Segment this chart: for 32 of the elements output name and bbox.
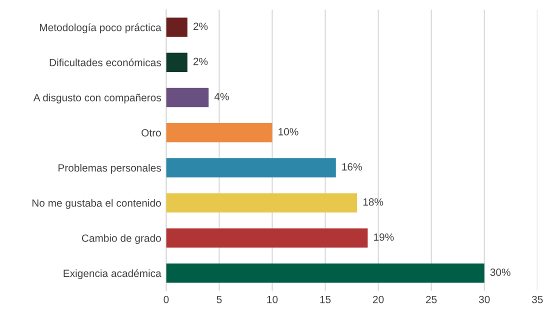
data-label: 10% [278,128,298,136]
bar [166,158,336,178]
y-tick-label: Cambio de grado [82,234,161,244]
bar [166,263,484,283]
data-label: 4% [214,92,229,100]
x-tick-label: 0 [164,296,169,304]
bar [166,52,188,72]
data-label: 2% [193,58,208,66]
bar [166,193,358,213]
y-tick-label: Otro [142,129,161,137]
data-label: 2% [193,22,208,30]
data-label: 19% [374,233,394,241]
bar [166,122,272,142]
y-tick-label: Dificultades económicas [50,58,161,66]
x-tick-label: 35 [532,296,543,304]
y-tick-label: Exigencia académica [64,269,162,280]
bar [166,18,188,37]
data-label: 18% [363,198,384,206]
data-label: 16% [342,163,362,171]
x-tick-label: 25 [426,296,437,304]
x-tick-label: 15 [320,296,331,304]
bar [166,228,368,248]
x-tick-label: 10 [267,296,278,304]
x-tick-label: 30 [478,296,490,304]
y-tick-label: Metodología poco práctica [40,23,162,34]
x-tick-label: 20 [373,296,384,304]
data-label: 30% [490,268,510,276]
y-tick-label: No me gustaba el contenido [32,199,161,209]
bar [166,88,209,108]
x-tick-label: 5 [216,296,222,304]
y-tick-label: Problemas personales [58,164,161,174]
y-tick-label: A disgusto con compañeros [33,94,161,104]
